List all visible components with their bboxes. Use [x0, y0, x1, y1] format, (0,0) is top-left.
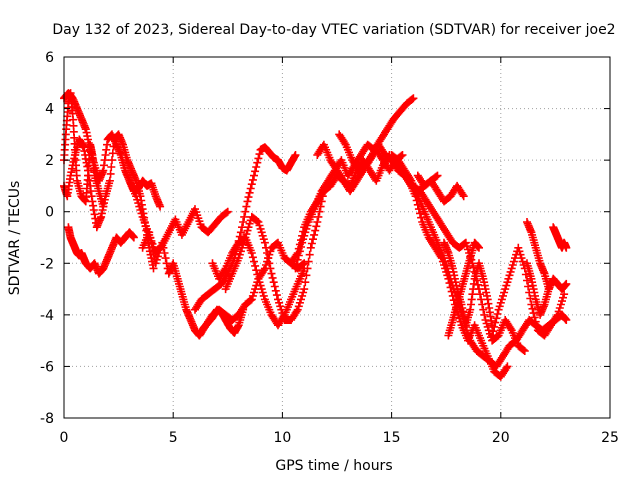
y-tick-label: -2: [40, 256, 54, 272]
y-axis-label: SDTVAR / TECUs: [7, 181, 23, 296]
data-marker-sat-track-22: [505, 310, 571, 350]
data-marker-sat-track-18: [413, 171, 468, 206]
data-marker-sat-track-25: [549, 223, 571, 252]
data-marker-sat-track-9: [208, 233, 309, 330]
data-marker-sat-track-7: [191, 143, 300, 314]
plot-frame: [63, 56, 611, 419]
tick-layer: 0 5 10 15 20 25 -8 -6 -4 -2 0 2 4 6: [40, 50, 619, 446]
data-marker-sat-track-20: [444, 238, 483, 340]
y-tick-label: 2: [45, 153, 54, 169]
data-marker-sat-track-24: [523, 218, 553, 294]
series-sat-track-7: [191, 143, 300, 314]
x-tick-label: 5: [169, 430, 178, 446]
data-marker-sat-track-4: [64, 223, 138, 278]
data-marker-sat-track-16: [392, 161, 512, 381]
series-layer: [60, 89, 571, 381]
series-sat-track-25: [549, 223, 571, 252]
series-sat-track-11: [287, 151, 394, 268]
y-tick-label: 4: [45, 102, 54, 118]
y-tick-label: 0: [45, 205, 54, 221]
series-sat-track-20: [444, 238, 483, 340]
series-sat-track-22: [505, 310, 571, 350]
y-tick-label: -6: [40, 359, 54, 375]
x-axis-label: GPS time / hours: [275, 458, 392, 474]
y-tick-label: -8: [40, 411, 54, 427]
y-tick-label: -4: [40, 308, 54, 324]
data-marker-sat-track-10: [221, 176, 335, 324]
y-tick-label: 6: [45, 50, 54, 66]
series-sat-track-10: [221, 176, 335, 324]
x-tick-label: 20: [492, 430, 510, 446]
x-tick-label: 15: [383, 430, 401, 446]
x-tick-label: 10: [273, 430, 291, 446]
x-tick-label: 25: [601, 430, 619, 446]
series-sat-track-18: [413, 171, 468, 206]
series-sat-track-9: [208, 233, 309, 330]
chart-title: Day 132 of 2023, Sidereal Day-to-day VTE…: [52, 22, 615, 38]
series-sat-track-16: [392, 161, 512, 381]
series-sat-track-24: [523, 218, 553, 294]
x-tick-label: 0: [60, 430, 69, 446]
series-sat-track-4: [64, 223, 138, 278]
data-marker-sat-track-11: [287, 151, 394, 268]
